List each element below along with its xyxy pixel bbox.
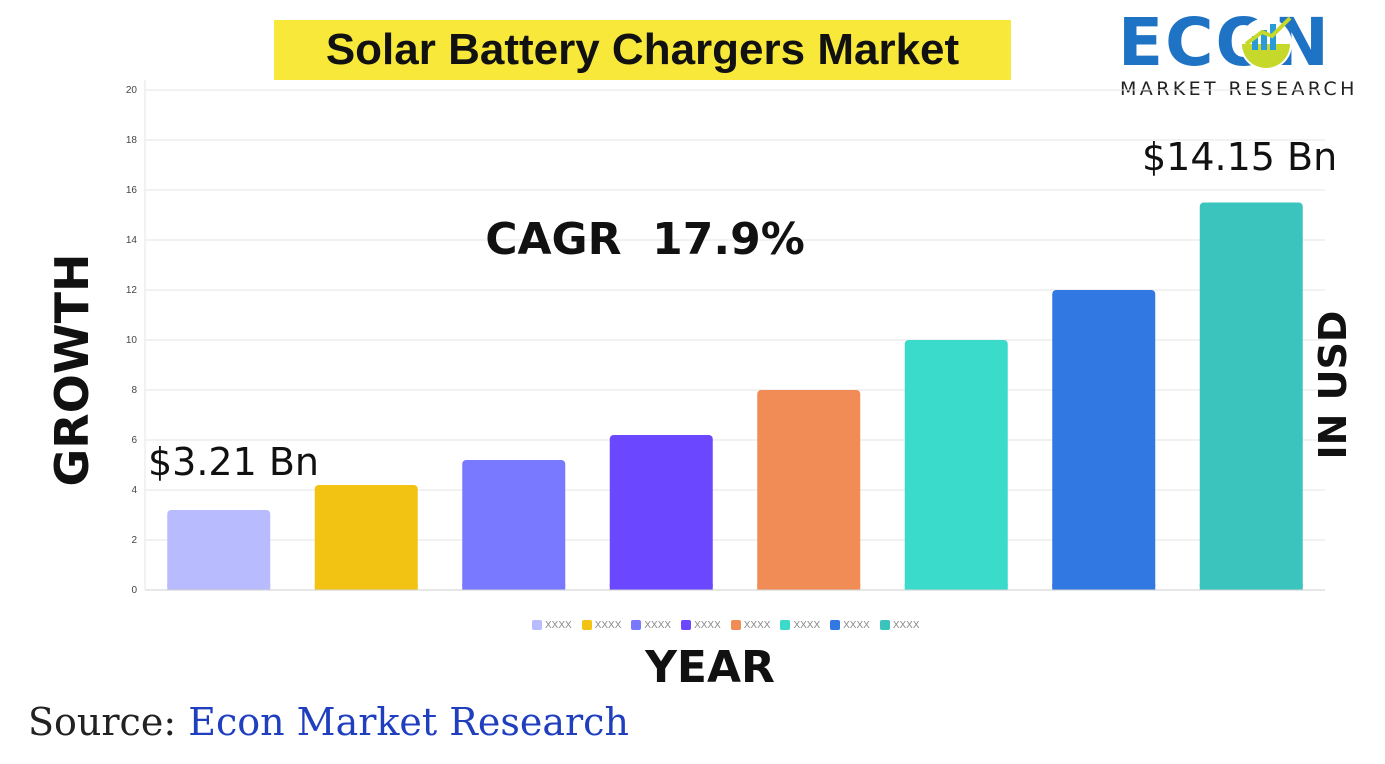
- legend-item[interactable]: XXXX: [631, 618, 671, 632]
- bar[interactable]: [904, 340, 1008, 590]
- y-tick-label: 18: [126, 135, 138, 146]
- chart-title: Solar Battery Chargers Market: [325, 25, 960, 74]
- y-tick-label: 12: [126, 285, 138, 296]
- logo-subtitle: MARKET RESEARCH: [1120, 78, 1358, 100]
- legend-swatch: [780, 620, 791, 630]
- start-value-label: $3.21 Bn: [148, 440, 320, 484]
- legend-item[interactable]: XXXX: [681, 618, 721, 632]
- source-name: Econ Market Research: [188, 700, 629, 744]
- bar[interactable]: [462, 460, 566, 590]
- y-axis-ticks: 0 2 4 6 8 10 12 14 16 18 20: [126, 85, 138, 596]
- bars: [167, 202, 1303, 591]
- y-tick-label: 16: [126, 185, 138, 196]
- legend-label: XXXX: [892, 619, 920, 631]
- x-axis-label: YEAR: [645, 642, 775, 693]
- bar-base: [462, 584, 566, 590]
- legend-swatch: [879, 620, 890, 630]
- legend-label: XXXX: [694, 619, 721, 631]
- bar[interactable]: [757, 390, 861, 590]
- bar[interactable]: [314, 485, 418, 590]
- legend-label: XXXX: [843, 619, 870, 631]
- y-axis-label: GROWTH: [45, 253, 99, 487]
- legend-item[interactable]: XXXX: [879, 618, 920, 632]
- legend-swatch: [730, 620, 741, 630]
- end-value-label: $14.15 Bn: [1142, 135, 1338, 179]
- logo-chart-icon: [1240, 16, 1292, 70]
- source-label: Source:: [28, 700, 177, 744]
- legend-item[interactable]: XXXX: [830, 618, 870, 632]
- unit-label: IN USD: [1311, 310, 1355, 460]
- legend-swatch: [631, 620, 642, 630]
- y-tick-label: 4: [131, 485, 137, 496]
- legend-swatch: [532, 620, 542, 630]
- title-highlight: Solar Battery Chargers Market: [274, 20, 1011, 80]
- legend-label: XXXX: [644, 619, 672, 631]
- legend-item[interactable]: XXXX: [780, 618, 820, 632]
- legend-label: XXXX: [743, 619, 771, 631]
- y-tick-label: 6: [131, 435, 137, 446]
- bar[interactable]: [609, 435, 713, 590]
- bar-base: [167, 584, 271, 590]
- bar[interactable]: [167, 510, 271, 590]
- bar[interactable]: [1199, 202, 1303, 591]
- legend-label: XXXX: [545, 619, 572, 631]
- logo-wordmark: ECON: [1118, 4, 1331, 81]
- legend: XXXX XXXX XXXX XXXX XXXX XXXX XXXX XXXX: [532, 618, 920, 632]
- legend-item[interactable]: XXXX: [532, 618, 572, 632]
- y-tick-label: 14: [126, 235, 138, 246]
- legend-swatch: [581, 620, 592, 630]
- bar-base: [609, 584, 713, 590]
- bar-base: [904, 584, 1008, 590]
- legend-item[interactable]: XXXX: [730, 618, 771, 632]
- y-tick-label: 20: [126, 85, 138, 96]
- legend-swatch: [830, 620, 841, 630]
- legend-label: XXXX: [793, 619, 821, 631]
- source-line: Source: Econ Market Research: [28, 700, 629, 744]
- bar-base: [1052, 584, 1156, 590]
- y-tick-label: 0: [131, 585, 137, 596]
- econ-logo: ECON MARKET RESEARCH: [1118, 8, 1373, 103]
- legend-label: XXXX: [594, 619, 622, 631]
- legend-swatch: [681, 620, 692, 630]
- bar-base: [1199, 584, 1303, 590]
- legend-item[interactable]: XXXX: [581, 618, 622, 632]
- y-tick-label: 2: [131, 535, 137, 546]
- cagr-annotation: CAGR 17.9%: [485, 214, 805, 265]
- bar-base: [757, 584, 861, 590]
- bar-base: [314, 584, 418, 590]
- y-tick-label: 10: [126, 335, 138, 346]
- bar[interactable]: [1052, 290, 1156, 590]
- y-tick-label: 8: [131, 385, 137, 396]
